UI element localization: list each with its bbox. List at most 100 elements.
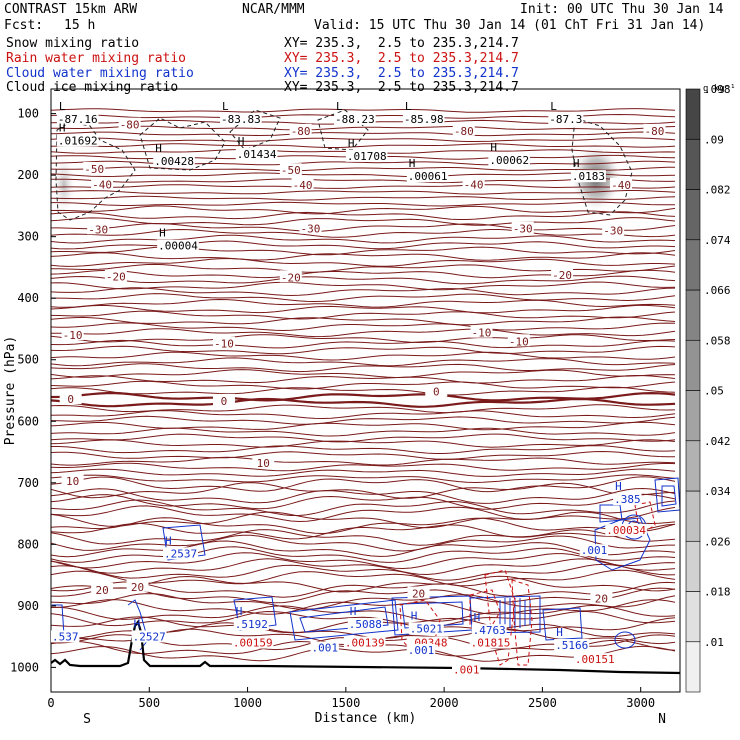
ice-outline-4 bbox=[317, 109, 369, 151]
isotherm-label: -20 bbox=[106, 271, 126, 284]
cw-box-3 bbox=[542, 607, 583, 641]
isotherm-label: -50 bbox=[281, 164, 301, 177]
x-tick-label: 2500 bbox=[528, 696, 557, 710]
isotherm bbox=[51, 304, 676, 314]
isotherm bbox=[51, 482, 676, 499]
legend-snow-xy: XY= 235.3, 2.5 to 235.3,214.7 bbox=[284, 36, 519, 51]
extremum-bg bbox=[402, 112, 445, 125]
colorbar-swatch bbox=[685, 641, 701, 693]
y-tick-label: 900 bbox=[17, 599, 39, 613]
extremum-bg bbox=[548, 112, 584, 125]
isotherm bbox=[51, 593, 676, 610]
extremum-marker: H bbox=[411, 609, 418, 622]
isotherm-label-bg bbox=[590, 591, 613, 604]
extremum-value: .2527 bbox=[133, 630, 166, 643]
colorbar-swatch bbox=[685, 440, 701, 492]
extremum-value: -88.23 bbox=[335, 113, 375, 126]
isotherm bbox=[51, 468, 676, 477]
ice-outline-3 bbox=[229, 109, 281, 151]
isotherm-label: 0 bbox=[67, 393, 74, 406]
cw-band-2 bbox=[299, 606, 389, 633]
colorbar-label: .034 bbox=[704, 485, 731, 498]
isotherm-label: 0 bbox=[221, 395, 228, 408]
y-tick-label: 500 bbox=[17, 353, 39, 367]
isotherm bbox=[51, 433, 676, 443]
isotherm bbox=[51, 234, 676, 244]
isotherm-label: -40 bbox=[464, 178, 484, 191]
colorbar-label: .082 bbox=[704, 184, 731, 197]
extremum-value: .0183 bbox=[572, 170, 605, 183]
isotherm-label-bg bbox=[279, 163, 302, 176]
rain-outline-1 bbox=[399, 599, 441, 656]
isotherm bbox=[51, 201, 676, 207]
isotherm bbox=[51, 511, 676, 529]
isotherm bbox=[51, 546, 676, 563]
extremum-bg bbox=[579, 544, 609, 557]
isotherm bbox=[51, 240, 676, 250]
x-tick-label: 3000 bbox=[626, 696, 655, 710]
extremum-marker: H bbox=[134, 617, 141, 630]
cw-band-1 bbox=[289, 599, 399, 641]
legend-cloudwater-xy: XY= 235.3, 2.5 to 235.3,214.7 bbox=[284, 66, 519, 81]
extremum-value: .01815 bbox=[471, 637, 511, 650]
colorbar-swatch bbox=[685, 138, 701, 190]
isotherm bbox=[51, 316, 676, 326]
isotherm bbox=[51, 386, 676, 396]
isotherm bbox=[51, 415, 676, 425]
extremum-bg bbox=[471, 624, 507, 637]
colorbar-label: .066 bbox=[704, 284, 731, 297]
extremum-value: .537 bbox=[52, 630, 79, 643]
isotherm bbox=[51, 345, 676, 355]
isotherm-label-bg bbox=[61, 328, 84, 341]
fcst-value: 15 h bbox=[64, 18, 96, 33]
legend-snow-name: Snow mixing ratio bbox=[6, 36, 140, 51]
isotherm bbox=[51, 456, 676, 466]
y-tick-label: 600 bbox=[17, 414, 39, 428]
isotherm bbox=[51, 427, 676, 437]
cloud-ice-outlines bbox=[55, 109, 633, 221]
extremum-marker: H bbox=[59, 121, 66, 134]
y-tick-label: 200 bbox=[17, 168, 39, 182]
isotherm bbox=[51, 334, 676, 344]
extremum-value: .00151 bbox=[575, 653, 615, 666]
isotherm-label-bg bbox=[289, 123, 312, 136]
isotherm-label-bg bbox=[299, 221, 322, 234]
isotherm bbox=[51, 369, 676, 379]
isotherm-label-bg bbox=[91, 177, 114, 190]
isotherm-label: -50 bbox=[84, 163, 104, 176]
ice-outline-2 bbox=[139, 117, 226, 171]
extremum-bg bbox=[231, 636, 274, 649]
isotherm bbox=[51, 499, 676, 516]
isotherm-label: -40 bbox=[611, 179, 631, 192]
endpoint-right: N bbox=[658, 712, 666, 727]
ice-outline-1 bbox=[55, 121, 136, 221]
isotherm-label-bg bbox=[87, 222, 110, 235]
x-tick-label: 0 bbox=[47, 696, 54, 710]
extremum-marker: H bbox=[573, 157, 580, 170]
isotherm bbox=[51, 474, 676, 484]
terrain-surface bbox=[51, 619, 680, 675]
fcst-label: Fcst: bbox=[4, 18, 44, 33]
isotherm bbox=[51, 645, 676, 662]
isotherm-label: -80 bbox=[645, 125, 665, 138]
rain-outline-4 bbox=[511, 579, 533, 666]
extremum-value: .5088 bbox=[349, 618, 382, 631]
cw-box-5 bbox=[594, 517, 651, 571]
isotherm bbox=[51, 534, 675, 552]
isotherm-label: -10 bbox=[472, 327, 492, 340]
isotherm-label: -10 bbox=[214, 338, 234, 351]
isotherm bbox=[51, 450, 676, 460]
isotherm bbox=[51, 410, 676, 420]
isotherm-label-bg bbox=[126, 579, 149, 592]
extremum-bg bbox=[406, 170, 449, 183]
extremum-bg bbox=[51, 630, 80, 643]
extremum-bg bbox=[469, 636, 512, 649]
x-tick-label: 1000 bbox=[233, 696, 262, 710]
extremum-bg bbox=[570, 170, 606, 183]
isotherm-label-bg bbox=[83, 161, 106, 174]
isotherm-label: -80 bbox=[291, 125, 311, 138]
extremum-marker: H bbox=[238, 135, 245, 148]
isotherm bbox=[51, 298, 676, 308]
extremum-marker: L bbox=[59, 100, 66, 113]
extremum-value: .385 bbox=[614, 493, 641, 506]
